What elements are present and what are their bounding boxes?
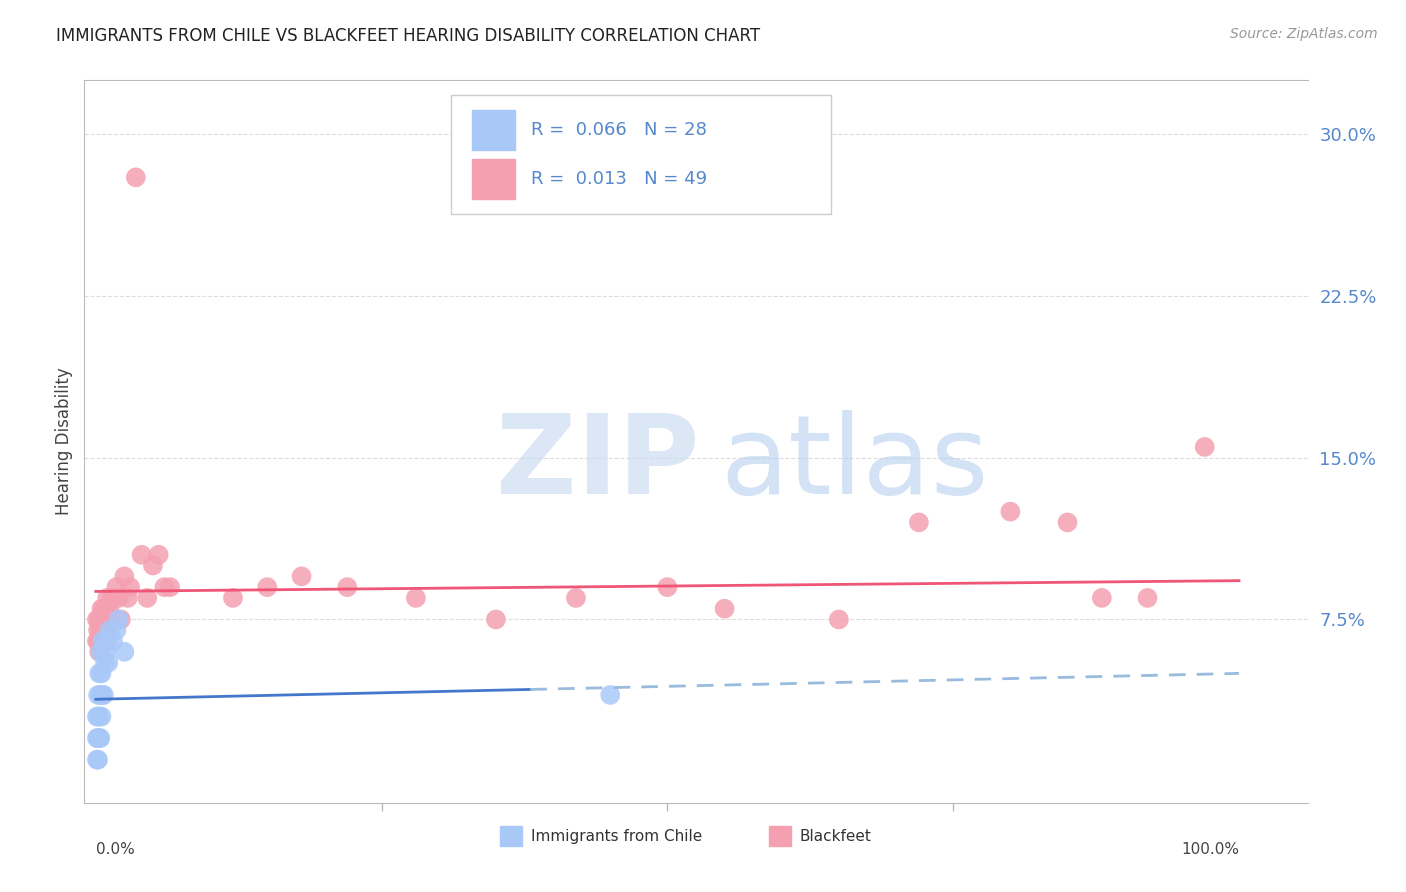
Point	[713, 601, 735, 615]
Text: 0.0%: 0.0%	[96, 842, 135, 856]
Point	[87, 624, 110, 638]
Text: Source: ZipAtlas.com: Source: ZipAtlas.com	[1230, 27, 1378, 41]
Point	[89, 731, 111, 745]
Point	[117, 591, 139, 605]
Point	[89, 688, 111, 702]
Text: ZIP: ZIP	[496, 409, 700, 516]
Point	[86, 709, 108, 723]
Point	[96, 591, 118, 605]
Point	[828, 612, 851, 626]
Text: atlas: atlas	[721, 409, 990, 516]
Point	[159, 580, 181, 594]
Point	[89, 612, 111, 626]
Point	[136, 591, 159, 605]
Point	[91, 688, 114, 702]
Point	[94, 601, 117, 615]
Point	[86, 634, 108, 648]
Point	[89, 731, 111, 745]
Point	[97, 656, 120, 670]
Point	[86, 612, 108, 626]
Text: Immigrants from Chile: Immigrants from Chile	[531, 829, 702, 844]
FancyBboxPatch shape	[472, 159, 515, 199]
Point	[565, 591, 588, 605]
Point	[97, 612, 120, 626]
Text: Blackfeet: Blackfeet	[800, 829, 872, 844]
Point	[1136, 591, 1159, 605]
Point	[94, 656, 117, 670]
Point	[90, 709, 112, 723]
Point	[94, 612, 117, 626]
Point	[98, 601, 121, 615]
Point	[91, 634, 114, 648]
Point	[120, 580, 142, 594]
Point	[256, 580, 278, 594]
Point	[89, 666, 111, 681]
Point	[89, 624, 111, 638]
Point	[908, 516, 931, 530]
Point	[405, 591, 427, 605]
Point	[101, 591, 124, 605]
Point	[89, 709, 111, 723]
Point	[86, 753, 108, 767]
Point	[142, 558, 165, 573]
Text: IMMIGRANTS FROM CHILE VS BLACKFEET HEARING DISABILITY CORRELATION CHART: IMMIGRANTS FROM CHILE VS BLACKFEET HEARI…	[56, 27, 761, 45]
Point	[91, 624, 114, 638]
FancyBboxPatch shape	[451, 95, 831, 214]
Point	[1194, 440, 1216, 454]
Text: R =  0.013   N = 49: R = 0.013 N = 49	[531, 170, 707, 188]
Point	[96, 634, 118, 648]
Point	[93, 634, 115, 648]
Point	[336, 580, 359, 594]
Point	[98, 624, 121, 638]
Point	[86, 731, 108, 745]
Point	[96, 624, 118, 638]
Point	[87, 709, 110, 723]
Point	[93, 601, 115, 615]
FancyBboxPatch shape	[472, 110, 515, 150]
Point	[105, 580, 128, 594]
Point	[105, 624, 128, 638]
Point	[93, 688, 115, 702]
Point	[1056, 516, 1078, 530]
Point	[222, 591, 245, 605]
Point	[87, 753, 110, 767]
Point	[94, 645, 117, 659]
Point	[107, 591, 129, 605]
Point	[101, 634, 124, 648]
Point	[89, 645, 111, 659]
Point	[485, 612, 508, 626]
Point	[1000, 505, 1022, 519]
Text: 100.0%: 100.0%	[1181, 842, 1239, 856]
Point	[153, 580, 176, 594]
Point	[110, 612, 132, 626]
Point	[657, 580, 679, 594]
Point	[131, 548, 153, 562]
Point	[599, 688, 621, 702]
Point	[148, 548, 170, 562]
Point	[107, 612, 129, 626]
Point	[90, 634, 112, 648]
Bar	[769, 826, 792, 847]
Point	[125, 170, 148, 185]
Point	[290, 569, 312, 583]
Point	[1091, 591, 1114, 605]
Point	[89, 645, 111, 659]
Point	[112, 569, 135, 583]
Point	[87, 634, 110, 648]
Point	[90, 601, 112, 615]
Y-axis label: Hearing Disability: Hearing Disability	[55, 368, 73, 516]
Point	[90, 666, 112, 681]
Point	[112, 645, 135, 659]
Point	[87, 688, 110, 702]
Point	[103, 591, 125, 605]
Point	[87, 731, 110, 745]
Bar	[501, 826, 522, 847]
Text: R =  0.066   N = 28: R = 0.066 N = 28	[531, 120, 707, 138]
